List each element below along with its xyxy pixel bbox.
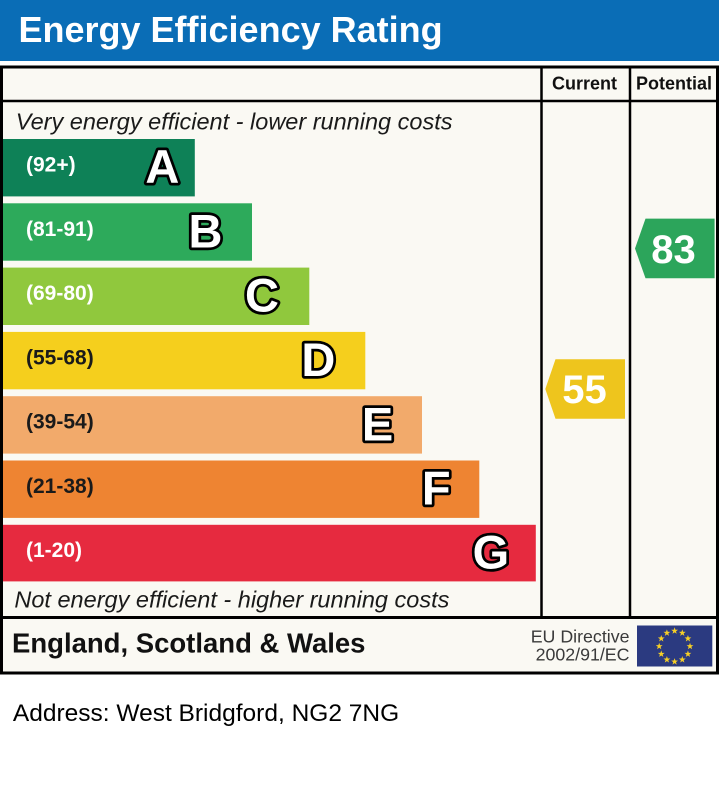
svg-text:G: G — [473, 525, 510, 578]
svg-text:(69-80): (69-80) — [26, 282, 94, 305]
svg-text:83: 83 — [651, 228, 696, 272]
svg-text:Current: Current — [552, 73, 617, 93]
svg-text:England, Scotland & Wales: England, Scotland & Wales — [12, 627, 365, 658]
svg-text:(92+): (92+) — [26, 154, 76, 177]
svg-text:E: E — [362, 397, 393, 450]
svg-text:2002/91/EC: 2002/91/EC — [536, 645, 630, 665]
svg-text:(55-68): (55-68) — [26, 346, 94, 369]
svg-text:Energy Efficiency Rating: Energy Efficiency Rating — [19, 9, 443, 50]
svg-text:F: F — [422, 462, 451, 515]
svg-text:(21-38): (21-38) — [26, 475, 94, 498]
svg-text:Very energy efficient - lower: Very energy efficient - lower running co… — [16, 109, 453, 135]
svg-text:A: A — [145, 140, 179, 193]
svg-text:D: D — [301, 333, 335, 386]
svg-text:55: 55 — [562, 368, 607, 412]
svg-text:Not energy efficient - higher: Not energy efficient - higher running co… — [14, 586, 449, 612]
svg-text:Potential: Potential — [636, 73, 712, 93]
svg-text:(39-54): (39-54) — [26, 411, 94, 434]
svg-text:(81-91): (81-91) — [26, 218, 94, 241]
svg-text:Address: West Bridgford, NG2 7: Address: West Bridgford, NG2 7NG — [13, 700, 399, 727]
svg-text:(1-20): (1-20) — [26, 539, 82, 562]
svg-text:EU Directive: EU Directive — [531, 627, 630, 647]
svg-text:B: B — [189, 204, 223, 257]
svg-text:C: C — [245, 269, 279, 322]
